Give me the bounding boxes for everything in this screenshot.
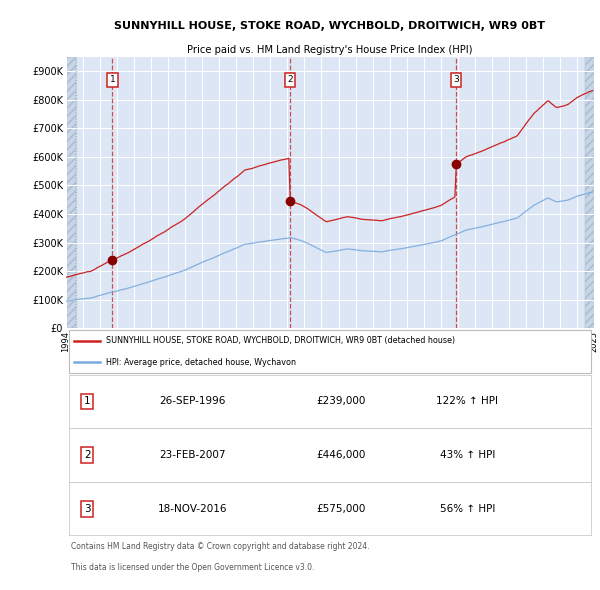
Text: £575,000: £575,000	[316, 504, 365, 513]
Bar	[586, 57, 594, 328]
Bar	[66, 57, 76, 328]
Text: 3: 3	[453, 76, 458, 84]
FancyBboxPatch shape	[68, 330, 592, 373]
Text: 43% ↑ HPI: 43% ↑ HPI	[440, 450, 495, 460]
Text: 122% ↑ HPI: 122% ↑ HPI	[436, 396, 498, 407]
Text: 18-NOV-2016: 18-NOV-2016	[158, 504, 227, 513]
Text: 1: 1	[84, 396, 91, 407]
Text: SUNNYHILL HOUSE, STOKE ROAD, WYCHBOLD, DROITWICH, WR9 0BT (detached house): SUNNYHILL HOUSE, STOKE ROAD, WYCHBOLD, D…	[106, 336, 455, 345]
Text: 3: 3	[84, 504, 91, 513]
Text: 26-SEP-1996: 26-SEP-1996	[160, 396, 226, 407]
Text: 2: 2	[84, 450, 91, 460]
Text: SUNNYHILL HOUSE, STOKE ROAD, WYCHBOLD, DROITWICH, WR9 0BT: SUNNYHILL HOUSE, STOKE ROAD, WYCHBOLD, D…	[115, 21, 545, 31]
Text: Price paid vs. HM Land Registry's House Price Index (HPI): Price paid vs. HM Land Registry's House …	[187, 45, 473, 55]
Bar	[66, 57, 76, 328]
Text: 2: 2	[287, 76, 293, 84]
Text: This data is licensed under the Open Government Licence v3.0.: This data is licensed under the Open Gov…	[71, 563, 314, 572]
Text: £239,000: £239,000	[316, 396, 365, 407]
Text: 56% ↑ HPI: 56% ↑ HPI	[440, 504, 495, 513]
Text: Contains HM Land Registry data © Crown copyright and database right 2024.: Contains HM Land Registry data © Crown c…	[71, 542, 370, 550]
Text: 23-FEB-2007: 23-FEB-2007	[160, 450, 226, 460]
Text: £446,000: £446,000	[316, 450, 365, 460]
Bar	[586, 57, 594, 328]
Text: 1: 1	[110, 76, 115, 84]
Text: HPI: Average price, detached house, Wychavon: HPI: Average price, detached house, Wych…	[106, 358, 296, 366]
